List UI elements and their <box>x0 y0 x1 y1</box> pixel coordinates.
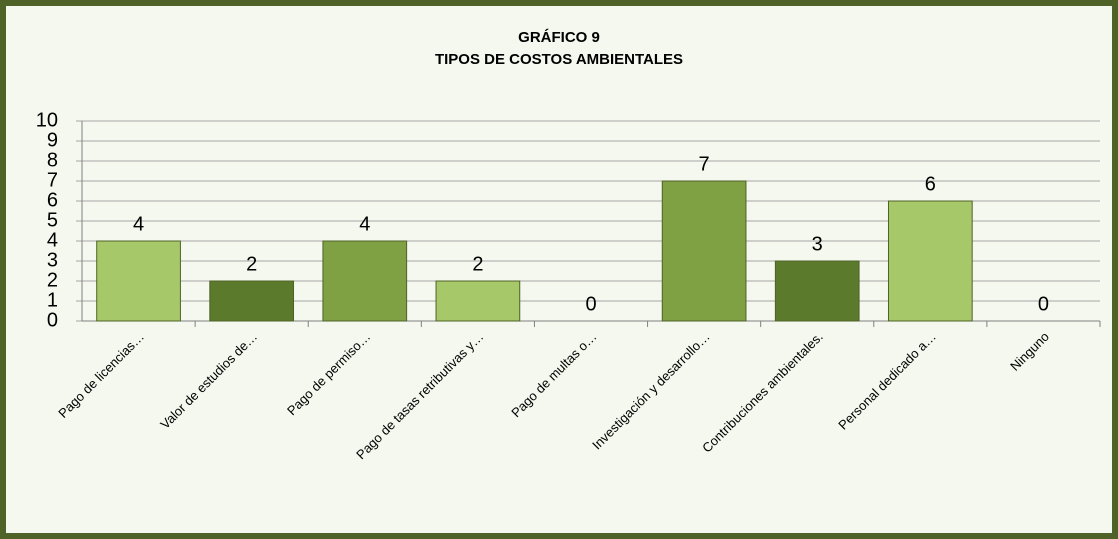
bar <box>209 280 295 322</box>
y-tick-label: 4 <box>47 229 58 251</box>
data-label: 7 <box>699 153 710 175</box>
bar <box>774 260 860 322</box>
bar <box>96 240 181 322</box>
data-label: 2 <box>472 253 483 275</box>
y-tick-label: 8 <box>47 149 58 171</box>
y-tick-label: 10 <box>36 109 58 131</box>
y-tick-label: 3 <box>47 249 58 271</box>
data-label: 3 <box>812 233 823 255</box>
y-tick-label: 6 <box>47 189 58 211</box>
y-tick-label: 5 <box>47 209 58 231</box>
data-label: 0 <box>585 293 596 315</box>
bar <box>322 240 408 322</box>
data-label: 0 <box>1038 293 1049 315</box>
y-tick-label: 2 <box>47 269 58 291</box>
chart-title: GRÁFICO 9 <box>518 29 600 46</box>
y-tick-label: 7 <box>47 169 58 191</box>
bar <box>435 280 521 322</box>
data-label: 4 <box>359 213 370 235</box>
chart-subtitle: TIPOS DE COSTOS AMBIENTALES <box>435 51 683 68</box>
bar <box>661 180 747 322</box>
data-label: 4 <box>133 213 144 235</box>
y-tick-label: 0 <box>47 309 58 331</box>
y-tick-label: 9 <box>47 129 58 151</box>
data-label: 6 <box>925 173 936 195</box>
data-label: 2 <box>246 253 257 275</box>
bar <box>887 200 973 322</box>
y-tick-label: 1 <box>47 289 58 311</box>
